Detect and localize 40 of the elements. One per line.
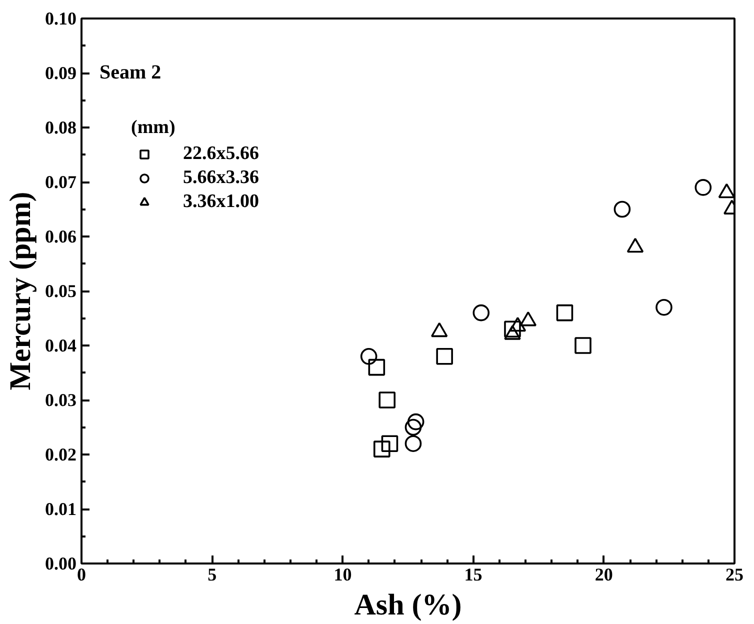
x-axis-title: Ash (%) <box>354 588 462 622</box>
point <box>614 200 631 218</box>
x-tick-label: 20 <box>594 564 613 584</box>
point <box>381 435 398 452</box>
point <box>368 358 386 376</box>
x-tick-label: 10 <box>334 564 352 584</box>
point <box>378 392 396 408</box>
point <box>407 413 424 430</box>
y-tick-label: 0.10 <box>45 8 76 28</box>
point <box>404 418 422 436</box>
y-tick-label: 0.03 <box>45 390 76 410</box>
point <box>694 179 712 196</box>
y-tick-label: 0.01 <box>45 499 76 519</box>
point <box>556 304 574 322</box>
x-tick-label: 0 <box>77 564 86 584</box>
y-tick-label: 0.02 <box>45 444 76 464</box>
legend-label: 22.6x5.66 <box>183 143 259 165</box>
point <box>504 320 521 338</box>
y-tick-label: 0.07 <box>45 172 76 192</box>
y-axis-title: Mercury (ppm) <box>4 192 37 390</box>
point <box>436 348 453 365</box>
point <box>472 304 490 322</box>
point <box>360 348 378 365</box>
annotation: Seam 2 <box>100 62 162 84</box>
point <box>373 440 390 458</box>
y-tick-label: 0.05 <box>45 281 76 301</box>
legend-label: 3.36x1.00 <box>183 191 259 213</box>
x-tick-label: 15 <box>464 564 482 584</box>
y-tick-label: 0.09 <box>45 63 76 83</box>
y-tick-label: 0.00 <box>45 554 76 574</box>
legend-label: 5.66x3.36 <box>183 167 259 189</box>
x-tick-label: 25 <box>726 564 744 584</box>
y-tick-label: 0.06 <box>45 226 76 246</box>
y-tick-label: 0.04 <box>45 336 76 356</box>
point <box>404 435 422 452</box>
point <box>574 337 592 354</box>
x-tick-label: 5 <box>208 564 217 584</box>
legend-title: (mm) <box>131 117 176 139</box>
y-tick-label: 0.08 <box>45 118 76 138</box>
point <box>656 298 672 316</box>
